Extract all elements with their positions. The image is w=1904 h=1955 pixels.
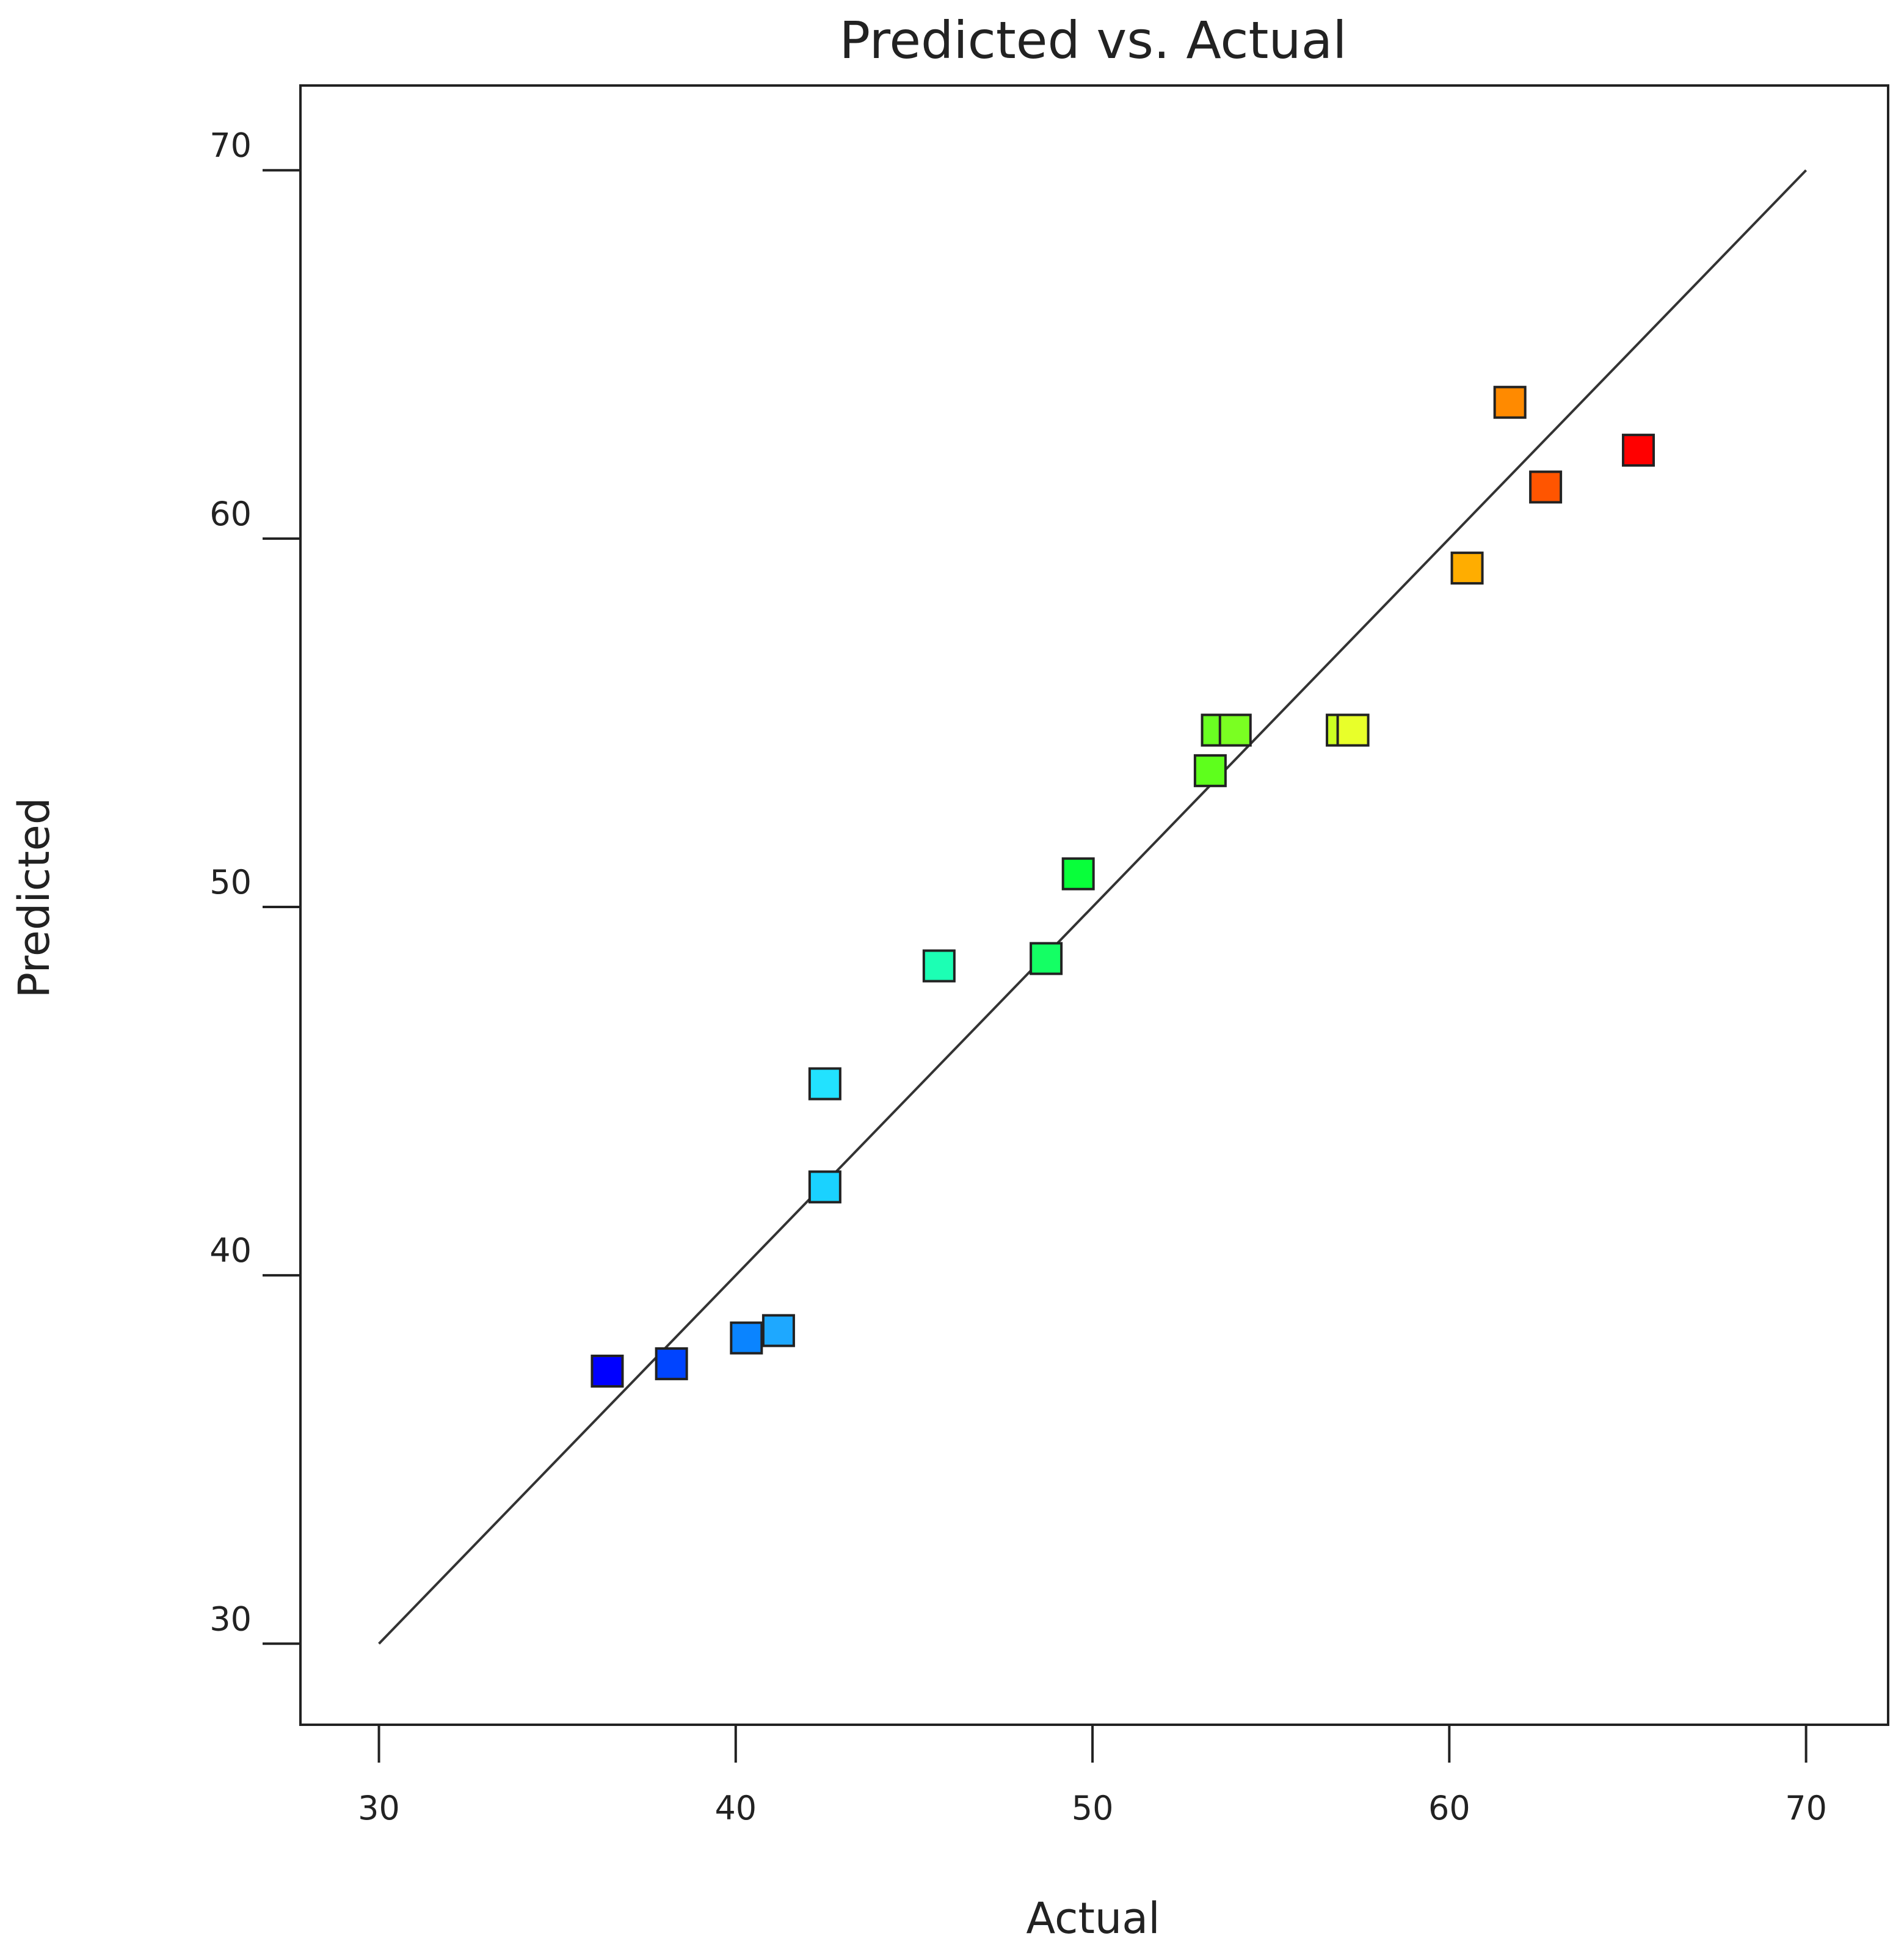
y-tick-label-2: 50 xyxy=(209,863,252,901)
data-point-9 xyxy=(1193,754,1227,787)
data-point-15 xyxy=(1493,385,1527,419)
plot-area: 30 40 50 60 70 30 40 50 60 70 xyxy=(209,84,1889,1827)
y-tick-label-4: 70 xyxy=(209,126,252,165)
data-point-6 xyxy=(922,949,956,983)
data-point-11 xyxy=(1218,713,1252,747)
x-tick-label-3: 60 xyxy=(1428,1789,1470,1827)
data-point-13 xyxy=(1336,713,1370,747)
data-point-0 xyxy=(590,1354,624,1388)
x-tick-label-0: 30 xyxy=(358,1789,400,1827)
y-tick-label-1: 40 xyxy=(209,1231,252,1270)
y-tick-label-0: 30 xyxy=(209,1600,252,1638)
data-point-8 xyxy=(1061,857,1095,890)
reference-line xyxy=(378,169,1808,1645)
data-point-14 xyxy=(1450,552,1484,585)
data-point-7 xyxy=(1030,942,1063,975)
y-tick-label-3: 60 xyxy=(209,495,252,533)
x-tick-label-4: 70 xyxy=(1785,1789,1827,1827)
data-point-17 xyxy=(1622,434,1655,467)
plot-frame xyxy=(299,84,1889,1726)
x-tick-label-2: 50 xyxy=(1072,1789,1114,1827)
data-point-5 xyxy=(808,1067,841,1101)
x-axis-title: Actual xyxy=(1026,1893,1160,1943)
y-axis-title: Predicted xyxy=(9,798,59,999)
data-point-16 xyxy=(1529,470,1563,504)
data-point-3 xyxy=(761,1314,795,1347)
chart-title: Predicted vs. Actual xyxy=(839,10,1346,70)
x-tick-label-1: 40 xyxy=(714,1789,757,1827)
data-point-1 xyxy=(655,1347,688,1380)
data-point-4 xyxy=(808,1170,841,1204)
data-point-2 xyxy=(730,1321,763,1355)
